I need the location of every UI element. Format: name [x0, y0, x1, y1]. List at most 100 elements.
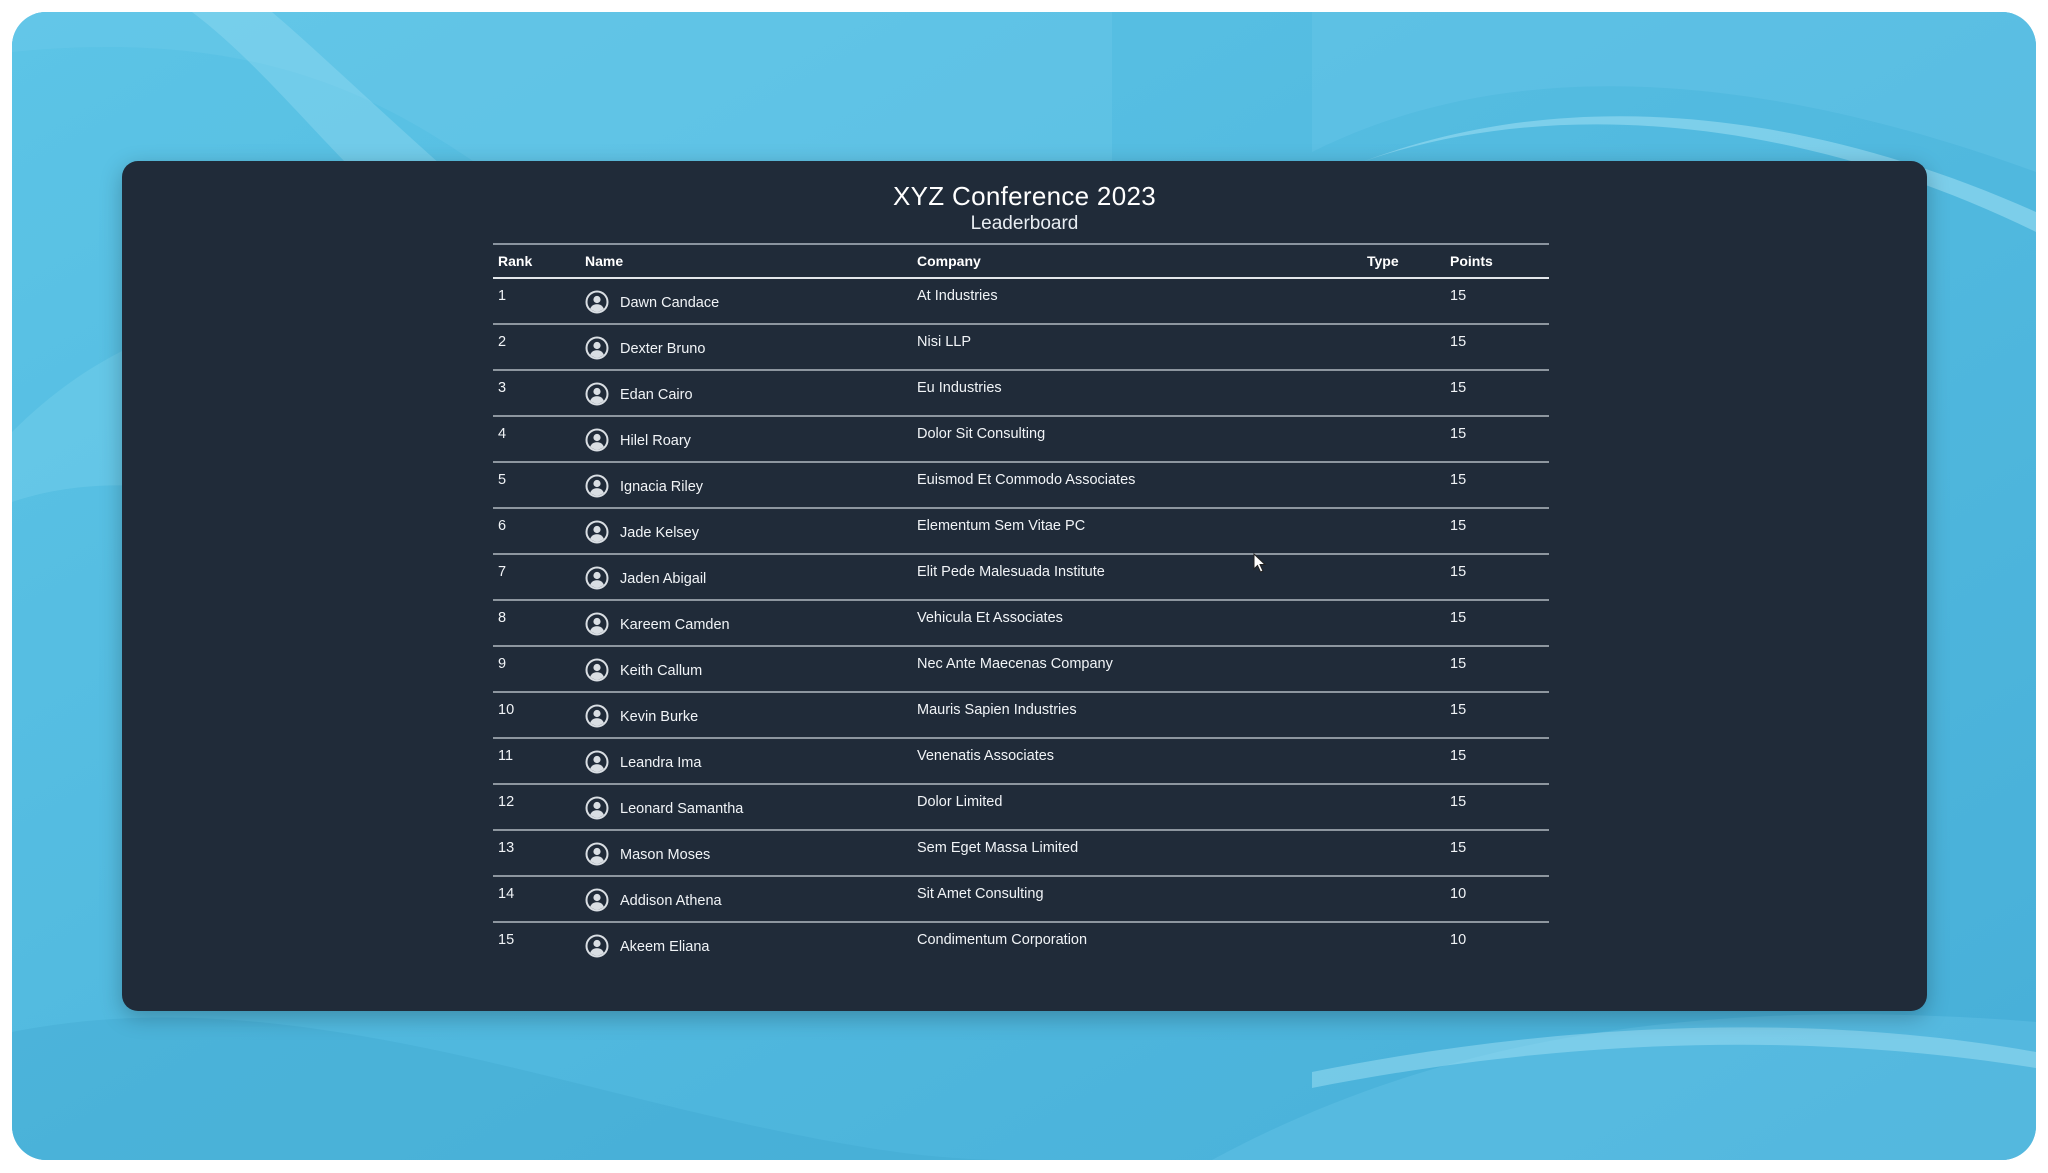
rank-cell: 11 — [498, 748, 514, 764]
leaderboard-panel: XYZ Conference 2023 Leaderboard Rank Nam… — [122, 161, 1927, 1011]
page-subtitle: Leaderboard — [970, 213, 1079, 234]
name-cell: Jaden Abigail — [585, 563, 706, 593]
rank-cell: 15 — [498, 932, 515, 948]
attendee-name: Jade Kelsey — [620, 525, 699, 541]
table-body: 1 Dawn Candace At Industries 15 2 Dexter Brun… — [493, 279, 1549, 967]
rank-cell: 8 — [498, 610, 507, 626]
table-row[interactable]: 8 Kareem Camden Vehicula Et Associates 15 — [493, 601, 1549, 647]
column-header-rank[interactable]: Rank — [498, 253, 533, 269]
table-row[interactable]: 14 Addison Athena Sit Amet Consulting 10 — [493, 877, 1549, 923]
table-row[interactable]: 9 Keith Callum Nec Ante Maecenas Company 15 — [493, 647, 1549, 693]
points-cell: 15 — [1450, 288, 1467, 304]
rank-cell: 6 — [498, 518, 507, 534]
company-cell: Sit Amet Consulting — [917, 886, 1044, 902]
attendee-name: Leandra Ima — [620, 755, 702, 771]
user-circle-icon — [585, 520, 609, 544]
app-window: XYZ Conference 2023 Leaderboard Rank Nam… — [12, 12, 2036, 1160]
user-circle-icon — [585, 566, 609, 590]
attendee-name: Ignacia Riley — [620, 479, 704, 495]
rank-cell: 13 — [498, 840, 515, 856]
table-row[interactable]: 12 Leonard Samantha Dolor Limited 15 — [493, 785, 1549, 831]
table-row[interactable]: 13 Mason Moses Sem Eget Massa Limited 15 — [493, 831, 1549, 877]
points-cell: 15 — [1450, 564, 1467, 580]
attendee-name: Keith Callum — [620, 663, 703, 679]
points-cell: 15 — [1450, 380, 1467, 396]
user-circle-icon — [585, 428, 609, 452]
name-cell: Jade Kelsey — [585, 517, 699, 547]
user-circle-icon — [585, 796, 609, 820]
company-cell: Condimentum Corporation — [917, 932, 1088, 948]
table-row[interactable]: 4 Hilel Roary Dolor Sit Consulting 15 — [493, 417, 1549, 463]
company-cell: Venenatis Associates — [917, 748, 1055, 764]
table-row[interactable]: 5 Ignacia Riley Euismod Et Commodo Associa… — [493, 463, 1549, 509]
company-cell: Nec Ante Maecenas Company — [917, 656, 1113, 672]
name-cell: Akeem Eliana — [585, 931, 709, 961]
table-row[interactable]: 11 Leandra Ima Venenatis Associates 15 — [493, 739, 1549, 785]
attendee-name: Akeem Eliana — [620, 939, 710, 955]
name-cell: Leandra Ima — [585, 747, 701, 777]
mouse-pointer-icon — [1253, 553, 1267, 573]
company-cell: Mauris Sapien Industries — [917, 702, 1077, 718]
company-cell: Dolor Sit Consulting — [917, 426, 1046, 442]
points-cell: 15 — [1450, 702, 1467, 718]
name-cell: Leonard Samantha — [585, 793, 743, 823]
points-cell: 10 — [1450, 886, 1467, 902]
rank-cell: 12 — [498, 794, 515, 810]
rank-cell: 4 — [498, 426, 507, 442]
table-row[interactable]: 1 Dawn Candace At Industries 15 — [493, 279, 1549, 325]
company-cell: Nisi LLP — [917, 334, 971, 350]
table-row[interactable]: 3 Edan Cairo Eu Industries 15 — [493, 371, 1549, 417]
company-cell: Vehicula Et Associates — [917, 610, 1063, 626]
column-header-type[interactable]: Type — [1367, 253, 1399, 269]
leaderboard-table: Rank Name Company Type Points 1 Dawn Cand… — [493, 243, 1549, 967]
name-cell: Dexter Bruno — [585, 333, 705, 363]
table-row[interactable]: 2 Dexter Bruno Nisi LLP 15 — [493, 325, 1549, 371]
user-circle-icon — [585, 934, 609, 958]
user-circle-icon — [585, 658, 609, 682]
column-header-points[interactable]: Points — [1450, 253, 1493, 269]
rank-cell: 10 — [498, 702, 515, 718]
points-cell: 15 — [1450, 334, 1467, 350]
user-circle-icon — [585, 474, 609, 498]
name-cell: Hilel Roary — [585, 425, 691, 455]
column-header-company[interactable]: Company — [917, 253, 981, 269]
table-header: Rank Name Company Type Points — [493, 245, 1549, 279]
table-row[interactable]: 10 Kevin Burke Mauris Sapien Industries 15 — [493, 693, 1549, 739]
name-cell: Mason Moses — [585, 839, 710, 869]
points-cell: 15 — [1450, 794, 1467, 810]
company-cell: Elit Pede Malesuada Institute — [917, 564, 1105, 580]
rank-cell: 3 — [498, 380, 507, 396]
name-cell: Addison Athena — [585, 885, 722, 915]
rank-cell: 9 — [498, 656, 507, 672]
attendee-name: Hilel Roary — [620, 433, 691, 449]
name-cell: Dawn Candace — [585, 287, 719, 317]
attendee-name: Addison Athena — [620, 893, 722, 909]
company-cell: Sem Eget Massa Limited — [917, 840, 1079, 856]
company-cell: Euismod Et Commodo Associates — [917, 472, 1136, 488]
user-circle-icon — [585, 842, 609, 866]
name-cell: Ignacia Riley — [585, 471, 703, 501]
points-cell: 15 — [1450, 656, 1467, 672]
name-cell: Kevin Burke — [585, 701, 698, 731]
rank-cell: 2 — [498, 334, 507, 350]
points-cell: 15 — [1450, 472, 1467, 488]
attendee-name: Mason Moses — [620, 847, 711, 863]
table-row[interactable]: 6 Jade Kelsey Elementum Sem Vitae PC 15 — [493, 509, 1549, 555]
points-cell: 15 — [1450, 610, 1467, 626]
rank-cell: 1 — [498, 288, 507, 304]
rank-cell: 7 — [498, 564, 507, 580]
points-cell: 15 — [1450, 518, 1467, 534]
user-circle-icon — [585, 888, 609, 912]
table-row[interactable]: 15 Akeem Eliana Condimentum Corporation 10 — [493, 923, 1549, 967]
points-cell: 15 — [1450, 426, 1467, 442]
table-row[interactable]: 7 Jaden Abigail Elit Pede Malesuada Instit… — [493, 555, 1549, 601]
company-cell: Elementum Sem Vitae PC — [917, 518, 1086, 534]
company-cell: Eu Industries — [917, 380, 1002, 396]
user-circle-icon — [585, 750, 609, 774]
user-circle-icon — [585, 290, 609, 314]
name-cell: Kareem Camden — [585, 609, 730, 639]
attendee-name: Dawn Candace — [620, 295, 720, 311]
column-header-name[interactable]: Name — [585, 253, 624, 269]
company-cell: At Industries — [917, 288, 998, 304]
page-title: XYZ Conference 2023 — [893, 181, 1156, 211]
